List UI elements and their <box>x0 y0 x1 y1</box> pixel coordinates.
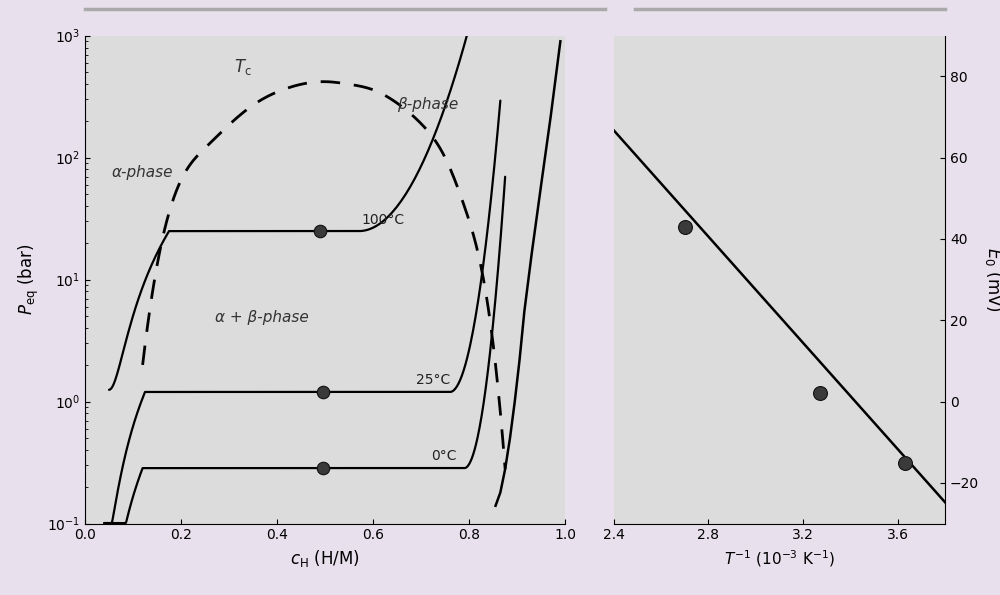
Text: 25°C: 25°C <box>416 373 451 387</box>
X-axis label: $c_{\mathrm{H}}$ (H/M): $c_{\mathrm{H}}$ (H/M) <box>290 548 360 569</box>
Text: 100°C: 100°C <box>361 213 404 227</box>
Y-axis label: $P_{\mathrm{eq}}$ (bar): $P_{\mathrm{eq}}$ (bar) <box>17 244 41 315</box>
Text: α + β-phase: α + β-phase <box>215 310 308 325</box>
Text: $T_{\mathrm{c}}$: $T_{\mathrm{c}}$ <box>234 58 252 77</box>
Y-axis label: $E_0$ (mV): $E_0$ (mV) <box>983 248 1000 312</box>
X-axis label: $T^{-1}$ (10$^{-3}$ K$^{-1}$): $T^{-1}$ (10$^{-3}$ K$^{-1}$) <box>724 548 835 569</box>
Text: α-phase: α-phase <box>111 165 173 180</box>
Text: 0°C: 0°C <box>431 449 456 463</box>
Text: β-phase: β-phase <box>397 97 458 112</box>
